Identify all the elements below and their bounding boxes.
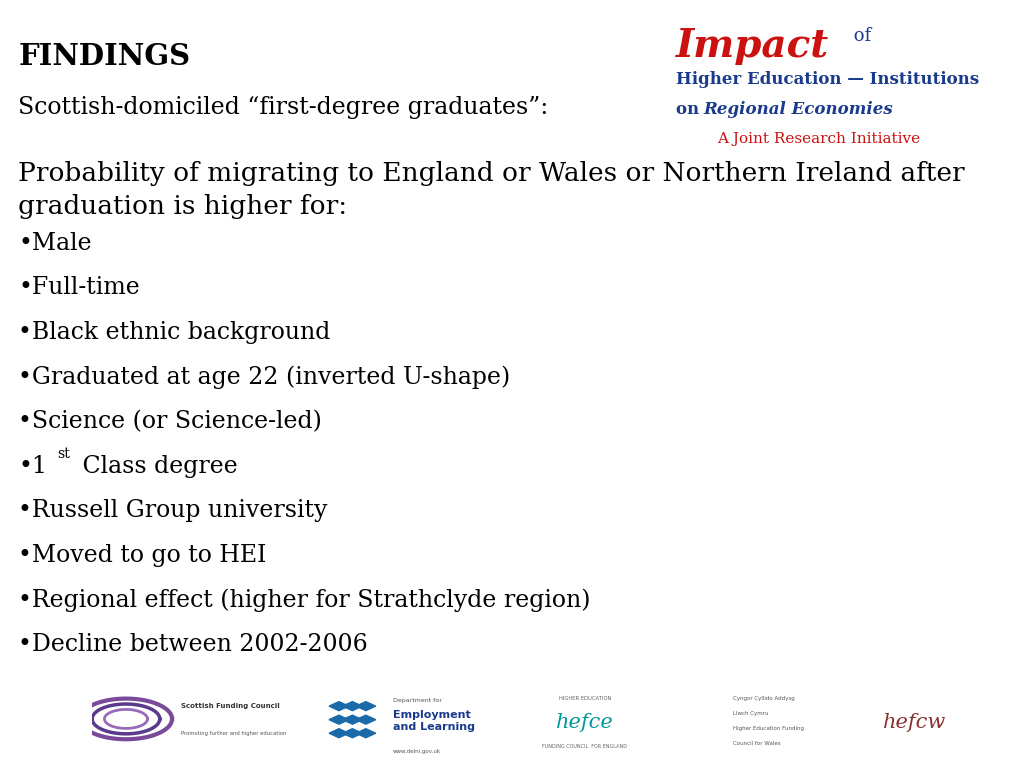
Text: •Male: •Male xyxy=(18,232,92,255)
Text: FINDINGS: FINDINGS xyxy=(18,42,190,71)
Text: hefcw: hefcw xyxy=(884,713,946,732)
Polygon shape xyxy=(342,715,362,724)
Text: •Regional effect (higher for Strathclyde region): •Regional effect (higher for Strathclyde… xyxy=(18,588,591,612)
Text: A Joint Research Initiative: A Joint Research Initiative xyxy=(717,132,920,146)
Text: Scottish Funding Council: Scottish Funding Council xyxy=(181,703,280,709)
Polygon shape xyxy=(329,715,349,724)
Text: •Graduated at age 22 (inverted U-shape): •Graduated at age 22 (inverted U-shape) xyxy=(18,366,511,389)
Polygon shape xyxy=(356,715,376,724)
Polygon shape xyxy=(329,729,349,738)
Text: Class degree: Class degree xyxy=(75,455,238,478)
Text: Promoting further and higher education: Promoting further and higher education xyxy=(181,731,287,737)
Text: E·S·R·C: E·S·R·C xyxy=(35,697,66,706)
Text: Higher Education — Institutions: Higher Education — Institutions xyxy=(676,71,979,88)
Text: www.delni.gov.uk: www.delni.gov.uk xyxy=(393,749,440,753)
Text: •Science (or Science-led): •Science (or Science-led) xyxy=(18,410,323,433)
Text: Department for: Department for xyxy=(393,697,441,703)
Text: Scottish-domiciled “first-degree graduates”:: Scottish-domiciled “first-degree graduat… xyxy=(18,96,549,119)
Polygon shape xyxy=(356,702,376,710)
Text: •Russell Group university: •Russell Group university xyxy=(18,499,328,522)
Polygon shape xyxy=(356,729,376,738)
Text: •1: •1 xyxy=(18,455,47,478)
Text: HIGHER EDUCATION: HIGHER EDUCATION xyxy=(559,696,611,701)
Text: Council for Wales: Council for Wales xyxy=(732,741,780,746)
Text: on: on xyxy=(676,101,705,118)
Polygon shape xyxy=(342,729,362,738)
Text: Regional Economies: Regional Economies xyxy=(703,101,893,118)
Text: Impact: Impact xyxy=(676,27,829,65)
Text: Employment
and Learning: Employment and Learning xyxy=(393,710,475,732)
Text: of: of xyxy=(848,27,871,45)
Polygon shape xyxy=(342,702,362,710)
Text: Cyngor Cyllido Addysg: Cyngor Cyllido Addysg xyxy=(732,696,795,701)
Text: •Decline between 2002-2006: •Decline between 2002-2006 xyxy=(18,633,369,656)
Text: graduation is higher for:: graduation is higher for: xyxy=(18,194,347,219)
Text: Higher Education Funding: Higher Education Funding xyxy=(732,727,804,731)
Text: Probability of migrating to England or Wales or Northern Ireland after: Probability of migrating to England or W… xyxy=(18,161,965,187)
Polygon shape xyxy=(329,702,349,710)
Text: st: st xyxy=(57,447,71,461)
Text: hefce: hefce xyxy=(556,713,613,732)
Text: •Black ethnic background: •Black ethnic background xyxy=(18,321,331,344)
Text: Llwch Cymru: Llwch Cymru xyxy=(732,711,768,716)
Text: •Moved to go to HEI: •Moved to go to HEI xyxy=(18,544,267,567)
Text: •Full-time: •Full-time xyxy=(18,276,140,300)
Text: ECONOMIC
& SOCIAL
RESEARCH
COUNCIL: ECONOMIC & SOCIAL RESEARCH COUNCIL xyxy=(32,711,69,734)
Text: FUNDING COUNCIL  FOR ENGLAND: FUNDING COUNCIL FOR ENGLAND xyxy=(543,744,628,750)
